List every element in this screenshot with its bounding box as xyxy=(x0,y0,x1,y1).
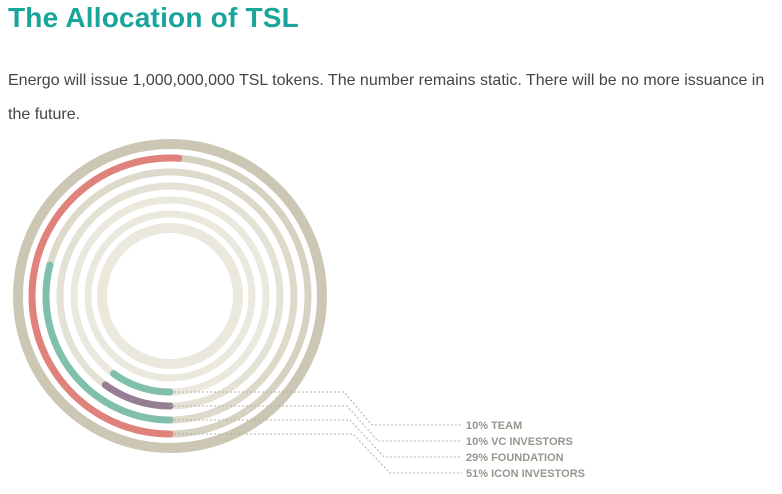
legend-label-vc-investors: 10% VC INVESTORS xyxy=(466,436,573,448)
bar-icon-investors xyxy=(28,154,183,438)
bar-vc-investors xyxy=(101,381,174,410)
legend-label-icon-investors: 51% ICON INVESTORS xyxy=(466,468,585,480)
leader-line-foundation xyxy=(170,419,462,458)
chart-leader-lines xyxy=(170,391,462,474)
chart-track-ring xyxy=(13,139,327,453)
leader-line-vc-investors xyxy=(170,405,462,442)
leader-line-icon-investors xyxy=(170,433,462,474)
chart-track-ring xyxy=(56,182,284,410)
bar-foundation xyxy=(42,261,174,424)
intro-text: Energo will issue 1,000,000,000 TSL toke… xyxy=(8,72,765,123)
chart-bars xyxy=(28,154,183,438)
legend-label-foundation: 29% FOUNDATION xyxy=(466,452,564,464)
legend-label-team: 10% TEAM xyxy=(466,420,522,432)
page-title: The Allocation of TSL xyxy=(8,2,299,33)
chart-tracks xyxy=(13,139,327,453)
chart-track-ring xyxy=(84,210,256,382)
chart-legend: 10% TEAM 10% VC INVESTORS 29% FOUNDATION 51… xyxy=(466,420,585,480)
chart-track-ring xyxy=(97,223,243,369)
bar-team xyxy=(110,370,174,396)
